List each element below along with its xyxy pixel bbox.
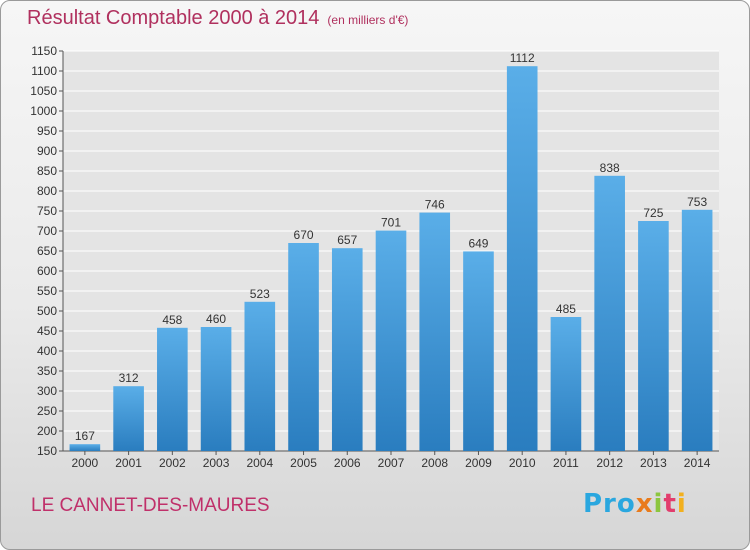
y-tick-label: 650 <box>37 244 57 258</box>
y-tick-label: 900 <box>37 144 57 158</box>
data-label: 458 <box>162 313 182 327</box>
x-tick-label: 2000 <box>72 456 99 470</box>
data-label: 312 <box>119 371 139 385</box>
logo-part: x <box>635 489 654 519</box>
bar <box>506 66 538 451</box>
x-tick-label: 2003 <box>203 456 230 470</box>
y-tick-label: 700 <box>37 224 57 238</box>
y-tick-label: 600 <box>37 264 57 278</box>
x-tick-label: 2011 <box>553 456 579 470</box>
data-label: 167 <box>75 429 95 443</box>
bar <box>681 209 713 451</box>
y-tick-label: 1000 <box>30 104 57 118</box>
y-tick-label: 550 <box>37 284 57 298</box>
logo-part: Pro <box>583 489 636 519</box>
data-label: 523 <box>250 287 270 301</box>
x-tick-label: 2010 <box>509 456 536 470</box>
data-label: 753 <box>687 195 707 209</box>
y-tick-label: 250 <box>37 404 57 418</box>
data-label: 485 <box>556 302 576 316</box>
data-label: 725 <box>643 206 663 220</box>
x-tick-label: 2001 <box>115 456 142 470</box>
logo-part: i <box>653 489 664 519</box>
commune-name: LE CANNET-DES-MAURES <box>31 495 270 516</box>
bar <box>550 317 582 451</box>
y-tick-label: 1100 <box>31 64 57 78</box>
bar <box>69 444 101 451</box>
y-tick-label: 800 <box>37 184 57 198</box>
data-label: 460 <box>206 312 226 326</box>
x-tick-label: 2006 <box>334 456 361 470</box>
y-tick-label: 950 <box>37 124 57 138</box>
x-tick-label: 2005 <box>290 456 317 470</box>
subtitle-text: (en milliers d'€) <box>327 13 409 27</box>
y-tick-label: 750 <box>37 204 57 218</box>
y-tick-label: 350 <box>37 364 57 378</box>
logo-part: t <box>663 489 677 519</box>
logo-part: i <box>676 489 687 519</box>
y-tick-label: 850 <box>37 164 57 178</box>
x-tick-label: 2014 <box>684 456 711 470</box>
bar <box>463 251 494 451</box>
y-tick-label: 1050 <box>30 84 57 98</box>
x-tick-label: 2013 <box>640 456 667 470</box>
data-label: 701 <box>381 216 401 230</box>
y-tick-label: 150 <box>37 444 57 458</box>
bar <box>200 327 232 451</box>
y-tick-label: 1150 <box>31 44 57 58</box>
bar <box>157 327 188 451</box>
data-label: 746 <box>425 198 445 212</box>
data-label: 838 <box>600 161 620 175</box>
y-tick-label: 300 <box>37 384 57 398</box>
x-tick-label: 2007 <box>378 456 405 470</box>
chart-title: Résultat Comptable 2000 à 2014 (en millie… <box>27 7 408 30</box>
y-tick-label: 450 <box>37 324 57 338</box>
title-text: Résultat Comptable 2000 à 2014 <box>27 7 320 29</box>
bar <box>113 386 144 451</box>
proxiti-logo: Proxiti <box>583 489 687 519</box>
bar <box>288 243 319 451</box>
data-label: 657 <box>337 233 357 247</box>
x-tick-label: 2008 <box>421 456 448 470</box>
x-tick-label: 2012 <box>596 456 623 470</box>
bar <box>594 175 625 452</box>
bar <box>638 221 669 451</box>
x-tick-label: 2004 <box>246 456 273 470</box>
data-label: 649 <box>468 236 488 250</box>
data-label: 670 <box>294 228 314 242</box>
bar <box>419 212 451 451</box>
data-label: 1112 <box>510 51 535 65</box>
x-tick-label: 2002 <box>159 456 186 470</box>
y-tick-label: 500 <box>37 304 57 318</box>
y-tick-label: 400 <box>37 344 57 358</box>
bar <box>375 230 407 451</box>
bar <box>331 248 363 451</box>
bar <box>244 301 276 451</box>
y-tick-label: 200 <box>37 424 57 438</box>
x-tick-label: 2009 <box>465 456 492 470</box>
